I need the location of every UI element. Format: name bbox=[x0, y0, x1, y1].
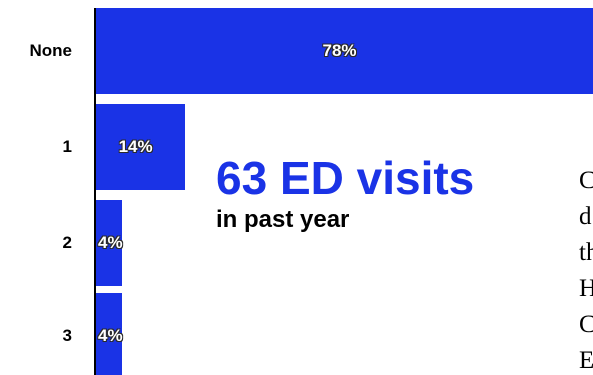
bar-label-2: 4% bbox=[98, 233, 123, 252]
category-label-2: 2 bbox=[62, 233, 72, 252]
side-text-line: C bbox=[579, 167, 593, 194]
category-label-3: 3 bbox=[62, 326, 72, 345]
side-text-line: d bbox=[579, 203, 592, 230]
side-text-line: th bbox=[579, 239, 593, 266]
clipped-side-text: C d th H C E bbox=[579, 163, 593, 375]
category-label-1: 1 bbox=[62, 137, 72, 156]
headline-annotation: 63 ED visits bbox=[216, 152, 475, 204]
side-text-line: C bbox=[579, 311, 593, 338]
bar-label-1: 14% bbox=[118, 137, 153, 156]
side-text-line: E bbox=[579, 347, 593, 374]
side-text-line: H bbox=[579, 275, 593, 302]
bar-1 bbox=[96, 104, 186, 190]
bar-2 bbox=[96, 200, 122, 286]
subhead-annotation: in past year bbox=[216, 206, 350, 233]
bar-label-none: 78% bbox=[322, 41, 357, 60]
category-axis-line bbox=[94, 8, 96, 375]
bar-3 bbox=[96, 293, 122, 375]
category-label-none: None bbox=[29, 41, 73, 60]
bar-none bbox=[96, 8, 593, 94]
bar-label-3: 4% bbox=[98, 326, 123, 345]
